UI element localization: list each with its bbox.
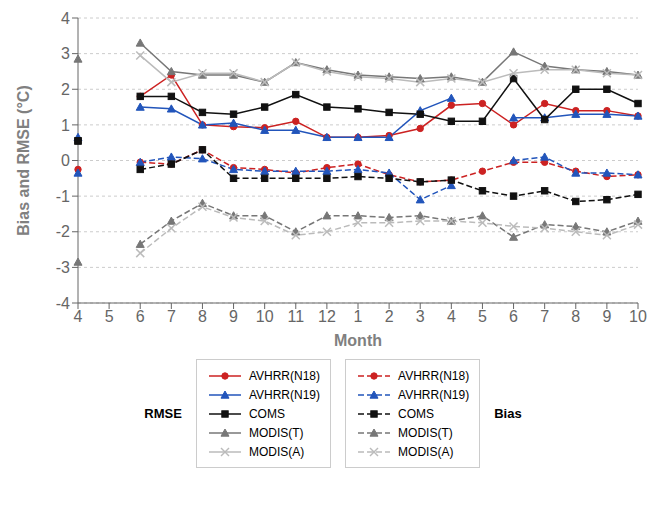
svg-text:4: 4	[61, 10, 70, 27]
svg-text:2: 2	[385, 308, 394, 325]
svg-text:Month: Month	[334, 332, 382, 349]
svg-text:0: 0	[61, 152, 70, 169]
svg-text:-3: -3	[56, 259, 70, 276]
svg-text:4: 4	[447, 308, 456, 325]
html-text:MODIS(A): MODIS(A)	[248, 444, 305, 459]
html-text:AVHRR(N19): AVHRR(N19)	[248, 387, 320, 402]
svg-text:1: 1	[61, 117, 70, 134]
svg-text:5: 5	[105, 308, 114, 325]
svg-text:Bias and RMSE (°C): Bias and RMSE (°C)	[15, 85, 32, 235]
html-text:COMS: COMS	[398, 406, 434, 421]
svg-text:-2: -2	[56, 223, 70, 240]
svg-text:4: 4	[74, 308, 83, 325]
svg-text:11: 11	[287, 308, 304, 325]
svg-text:1: 1	[354, 308, 363, 325]
html-text:MODIS(T): MODIS(T)	[398, 425, 453, 440]
svg-text:6: 6	[509, 308, 518, 325]
svg-text:7: 7	[167, 308, 176, 325]
svg-text:-4: -4	[56, 295, 70, 312]
html-text:MODIS(T): MODIS(T)	[248, 425, 304, 440]
html-text:COMS: COMS	[248, 406, 285, 421]
svg-text:6: 6	[136, 308, 145, 325]
svg-text:10: 10	[256, 308, 274, 325]
html-text:RMSE: RMSE	[144, 406, 182, 421]
html-text:MODIS(A): MODIS(A)	[398, 444, 454, 459]
svg-text:-1: -1	[56, 188, 70, 205]
svg-text:2: 2	[61, 81, 70, 98]
svg-text:9: 9	[229, 308, 238, 325]
html-text:AVHRR(N18): AVHRR(N18)	[398, 368, 470, 383]
svg-text:12: 12	[318, 308, 336, 325]
svg-text:7: 7	[540, 308, 549, 325]
html-text:Bias: Bias	[494, 406, 522, 421]
svg-text:3: 3	[61, 45, 70, 62]
svg-text:9: 9	[602, 308, 611, 325]
svg-text:8: 8	[198, 308, 207, 325]
svg-text:8: 8	[571, 308, 580, 325]
svg-text:10: 10	[629, 308, 647, 325]
html-text:AVHRR(N18): AVHRR(N18)	[248, 368, 320, 383]
html-text:AVHRR(N19): AVHRR(N19)	[398, 387, 470, 402]
svg-text:5: 5	[478, 308, 487, 325]
svg-text:3: 3	[416, 308, 425, 325]
